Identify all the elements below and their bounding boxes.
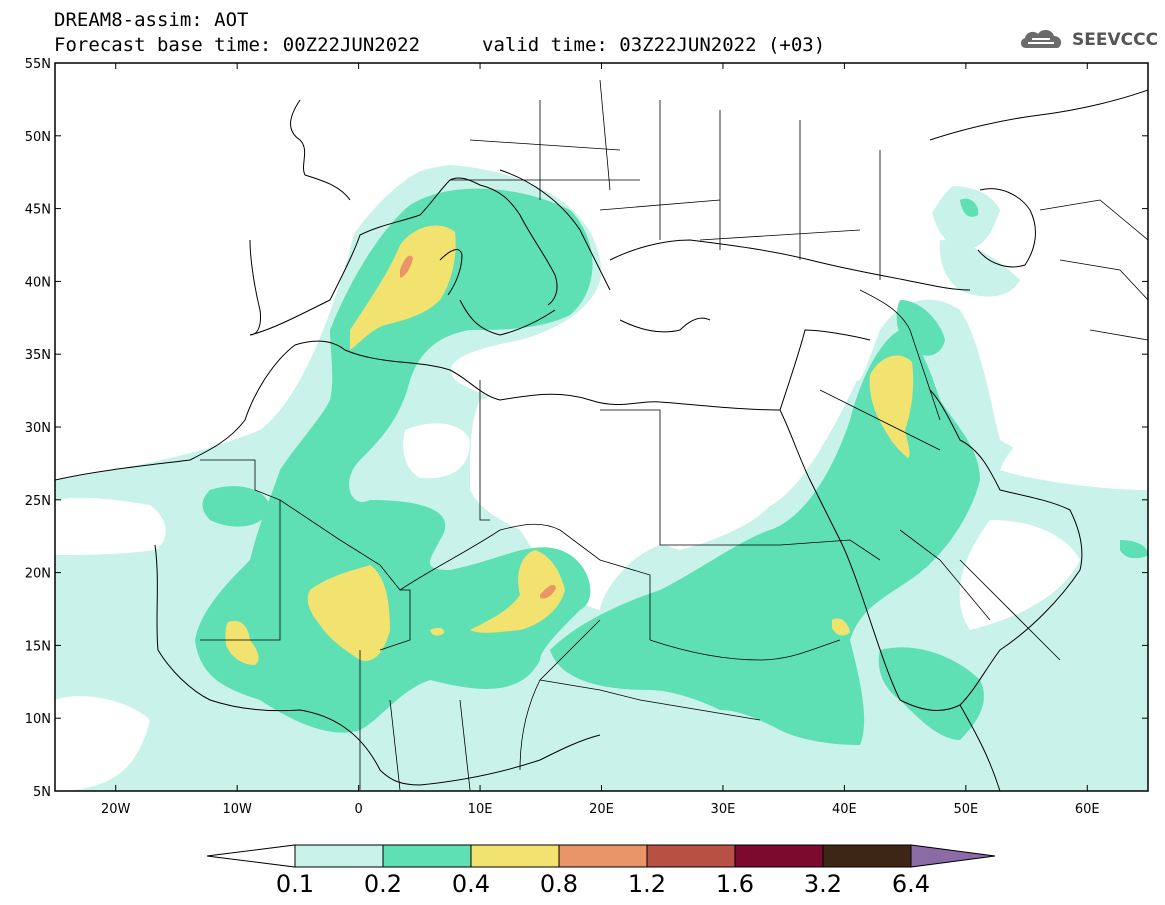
- lon-tick-label: 60E: [1075, 802, 1100, 817]
- lat-tick-label: 10N: [25, 712, 51, 727]
- lat-tick-label: 45N: [25, 203, 51, 218]
- forecast-base-time: Forecast base time: 00Z22JUN2022: [54, 34, 421, 56]
- aot-band-0.2-0.4: [195, 188, 1148, 745]
- lon-tick-label: 0: [354, 802, 362, 817]
- lon-tick-label: 30E: [711, 802, 736, 817]
- map-ticks: 5N 10N 15N 20N 25N 30N 35N 40N 45N 50N 55N 20W 10W 0 1…: [25, 57, 1148, 817]
- lat-tick-label: 25N: [25, 494, 51, 509]
- lon-tick-label: 40E: [832, 802, 857, 817]
- lat-tick-label: 5N: [33, 785, 51, 800]
- aot-band-0.4-0.8: [225, 225, 914, 665]
- lat-tick-label: 15N: [25, 639, 51, 654]
- valid-time: valid time: 03Z22JUN2022 (+03): [482, 34, 826, 56]
- lon-tick-label: 20W: [101, 802, 131, 817]
- map-coastlines: [55, 89, 1148, 791]
- lon-tick-label: 20E: [589, 802, 614, 817]
- lat-tick-label: 30N: [25, 421, 51, 436]
- logo-text: SEEVCCC: [1072, 30, 1159, 50]
- aot-band-0.8-1.2: [400, 255, 556, 599]
- lon-tick-label: 10W: [222, 802, 252, 817]
- lon-tick-label: 50E: [953, 802, 978, 817]
- lat-tick-label: 40N: [25, 275, 51, 290]
- cloud-logo-icon: [1020, 30, 1062, 48]
- lat-tick-label: 35N: [25, 348, 51, 363]
- lat-tick-label: 55N: [25, 57, 51, 72]
- map-title: DREAM8-assim: AOT: [54, 9, 249, 31]
- lat-tick-label: 50N: [25, 130, 51, 145]
- lat-tick-label: 20N: [25, 567, 51, 582]
- lon-tick-label: 10E: [468, 802, 493, 817]
- map-borders: [200, 79, 1148, 791]
